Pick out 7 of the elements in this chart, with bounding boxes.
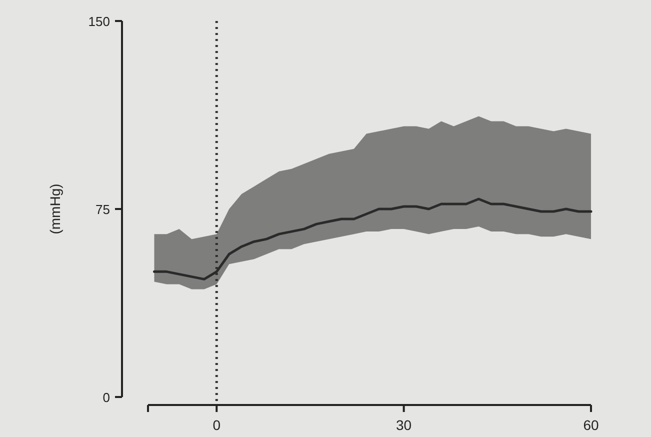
y-axis-title: (mmHg) — [47, 184, 63, 234]
x-tick-label: 0 — [212, 417, 221, 433]
y-tick-label: 0 — [102, 390, 110, 405]
y-tick-label: 75 — [96, 202, 110, 217]
y-tick-label: 150 — [88, 14, 110, 29]
x-tick-label: 60 — [583, 417, 599, 433]
x-tick-label: 30 — [396, 417, 412, 433]
